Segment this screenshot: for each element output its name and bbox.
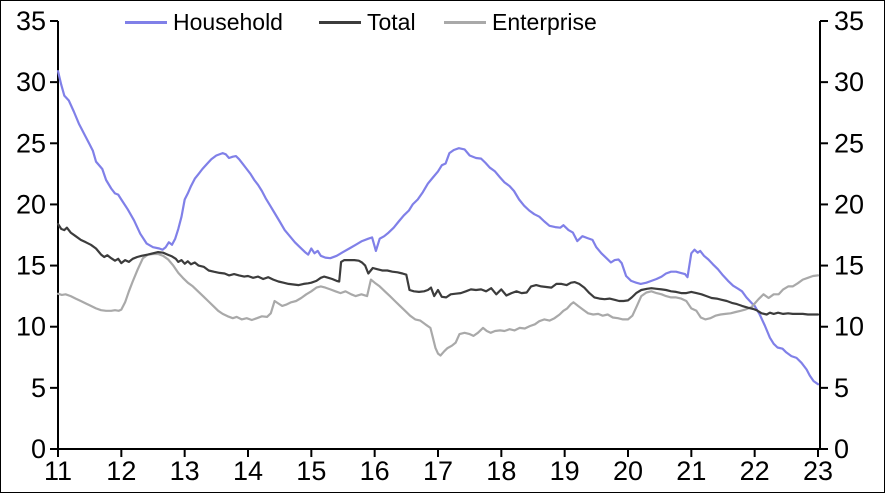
- y-tick-label-right: 35: [834, 6, 864, 36]
- y-tick-label-left: 10: [16, 312, 46, 342]
- x-tick-label: 15: [296, 456, 326, 486]
- y-tick-label-right: 25: [834, 128, 864, 158]
- y-tick-label-left: 20: [16, 189, 46, 219]
- y-tick-label-right: 15: [834, 251, 864, 281]
- y-tick-label-left: 35: [16, 6, 46, 36]
- y-tick-label-right: 20: [834, 189, 864, 219]
- legend-label-total: Total: [367, 9, 416, 35]
- x-tick-label: 18: [486, 456, 516, 486]
- x-tick-label: 20: [613, 456, 643, 486]
- y-tick-label-left: 15: [16, 251, 46, 281]
- x-tick-label: 19: [550, 456, 580, 486]
- y-tick-label-left: 25: [16, 128, 46, 158]
- legend-label-household: Household: [173, 9, 283, 35]
- series-line-total: [56, 222, 820, 316]
- y-tick-label-left: 0: [31, 434, 46, 464]
- y-tick-label-left: 30: [16, 67, 46, 97]
- x-tick-label: 12: [106, 456, 136, 486]
- legend-swatch-household-line: [125, 20, 167, 24]
- x-tick-label: 23: [803, 456, 833, 486]
- legend-label-enterprise: Enterprise: [492, 9, 597, 35]
- x-tick-label: 17: [423, 456, 453, 486]
- legend-item-enterprise: Enterprise: [444, 9, 597, 35]
- chart-legend: Household Total Enterprise: [1, 1, 884, 41]
- x-tick-label: 11: [44, 456, 72, 486]
- x-tick-label: 21: [676, 456, 706, 486]
- y-tick-label-right: 30: [834, 67, 864, 97]
- series-line-enterprise: [56, 252, 820, 357]
- legend-item-total: Total: [319, 9, 416, 35]
- x-tick-label: 16: [360, 456, 390, 486]
- x-tick-label: 13: [170, 456, 200, 486]
- x-tick-label: 14: [233, 456, 263, 486]
- y-tick-label-left: 5: [31, 373, 46, 403]
- y-tick-label-right: 0: [834, 434, 849, 464]
- x-tick-label: 22: [740, 456, 770, 486]
- legend-item-household: Household: [125, 9, 283, 35]
- y-tick-label-right: 10: [834, 312, 864, 342]
- legend-swatch-enterprise-line: [444, 20, 486, 24]
- y-tick-label-right: 5: [834, 373, 849, 403]
- legend-swatch-total-line: [319, 20, 361, 24]
- series-line-household: [56, 69, 820, 386]
